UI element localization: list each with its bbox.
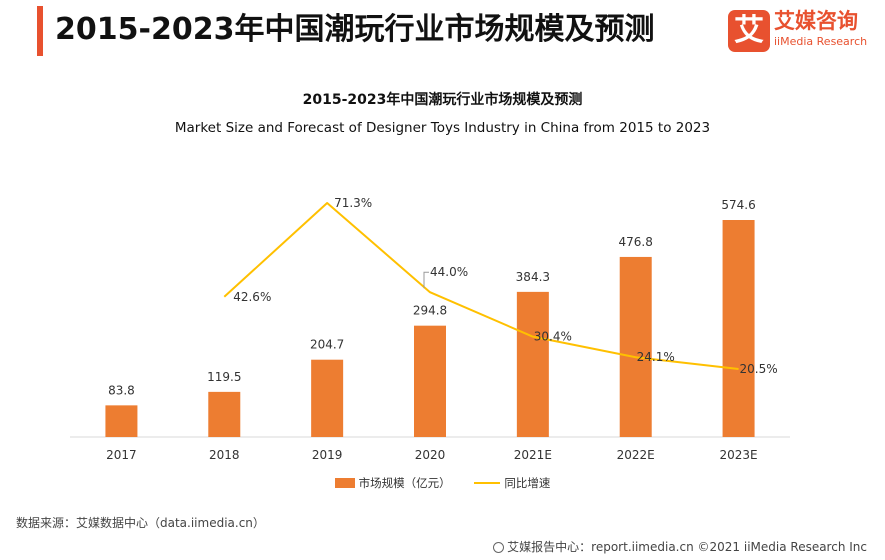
footer: 艾媒报告中心：report.iimedia.cn ©2021 iiMedia R…	[493, 538, 867, 556]
bar-2017	[105, 405, 138, 437]
x-tick-label-2020: 2020	[415, 448, 446, 462]
x-tick-label-2017: 2017	[106, 448, 137, 462]
footer-text: 艾媒报告中心：report.iimedia.cn ©2021 iiMedia R…	[507, 540, 867, 554]
bar-2018	[208, 391, 241, 437]
logo-mark-icon: 艾	[728, 10, 770, 52]
bar-label-2021E: 384.3	[516, 270, 550, 284]
growth-label-2018: 42.6%	[233, 290, 271, 304]
x-tick-label-2023E: 2023E	[720, 448, 758, 462]
iimedia-logo: 艾 艾媒咨询 iiMedia Research	[728, 8, 878, 54]
bar-label-2017: 83.8	[108, 383, 135, 397]
bar-2022E	[619, 256, 652, 437]
chart-title: 2015-2023年中国潮玩行业市场规模及预测	[302, 92, 583, 108]
bar-2020	[414, 325, 446, 437]
bar-label-2020: 294.8	[413, 304, 447, 318]
x-tick-label-2019: 2019	[312, 448, 343, 462]
legend-swatch-line	[474, 482, 501, 484]
x-tick-label-2022E: 2022E	[617, 448, 655, 462]
growth-line	[223, 202, 739, 370]
bar-2023E	[722, 220, 755, 437]
growth-label-2023E: 20.5%	[740, 362, 778, 376]
page-title: 2015-2023年中国潮玩行业市场规模及预测	[55, 12, 655, 47]
data-source: 数据来源：艾媒数据中心（data.iimedia.cn）	[16, 516, 265, 530]
legend: 市场规模（亿元） 同比增速	[0, 474, 885, 491]
legend-swatch-bar	[334, 478, 355, 488]
report-center-icon	[493, 542, 505, 553]
logo-name-en: iiMedia Research	[774, 35, 868, 48]
bar-2019	[311, 359, 344, 437]
growth-label-2019: 71.3%	[334, 196, 372, 210]
legend-label-bar: 市场规模（亿元）	[358, 475, 451, 490]
growth-leader-2020	[423, 271, 429, 289]
x-tick-label-2018: 2018	[209, 448, 240, 462]
x-tick-label-2021E: 2021E	[514, 448, 552, 462]
bar-2021E	[516, 291, 549, 437]
bar-label-2019: 204.7	[310, 338, 344, 352]
logo-name-cn: 艾媒咨询	[774, 9, 858, 33]
growth-label-2022E: 24.1%	[637, 350, 675, 364]
legend-item-bar: 市场规模（亿元）	[334, 475, 451, 491]
bar-label-2018: 119.5	[207, 370, 241, 384]
title-accent-bar	[37, 6, 43, 56]
legend-item-line: 同比增速	[474, 475, 550, 491]
growth-label-2020: 44.0%	[430, 265, 468, 279]
growth-label-2021E: 30.4%	[534, 330, 572, 344]
legend-label-line: 同比增速	[504, 475, 551, 490]
bar-label-2022E: 476.8	[619, 235, 653, 249]
chart-subtitle: Market Size and Forecast of Designer Toy…	[174, 120, 711, 136]
bar-label-2023E: 574.6	[721, 198, 755, 212]
